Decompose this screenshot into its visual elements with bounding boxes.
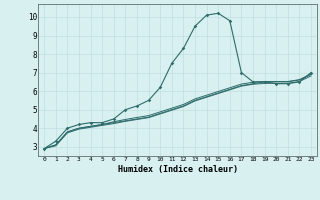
X-axis label: Humidex (Indice chaleur): Humidex (Indice chaleur) [118, 165, 238, 174]
